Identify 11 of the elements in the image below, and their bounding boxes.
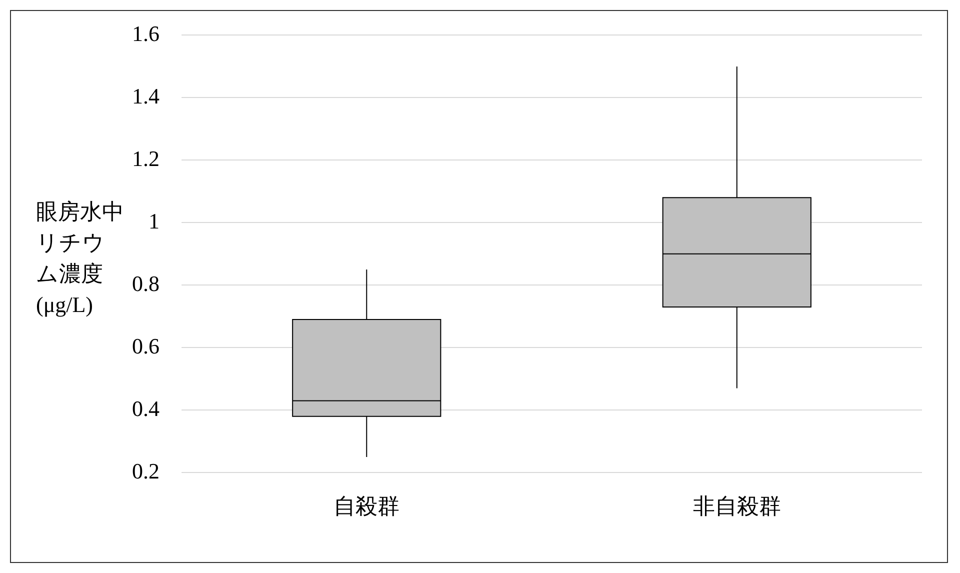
y-tick-label: 1.4 <box>132 83 160 108</box>
y-tick-label: 0.4 <box>132 396 160 421</box>
y-tick-label: 1.6 <box>132 20 160 46</box>
x-tick-label: 非自殺群 <box>692 494 781 519</box>
y-tick-label: 0.6 <box>132 333 160 358</box>
x-tick-label: 自殺群 <box>334 494 400 519</box>
y-tick-label: 1 <box>148 208 160 234</box>
y-axis-title: 眼房水中リチウム濃度(μg/L) <box>36 198 125 319</box>
y-tick-label: 0.2 <box>132 458 160 484</box>
y-tick-label: 0.8 <box>132 270 160 296</box>
y-tick-label: 1.2 <box>132 146 160 171</box>
